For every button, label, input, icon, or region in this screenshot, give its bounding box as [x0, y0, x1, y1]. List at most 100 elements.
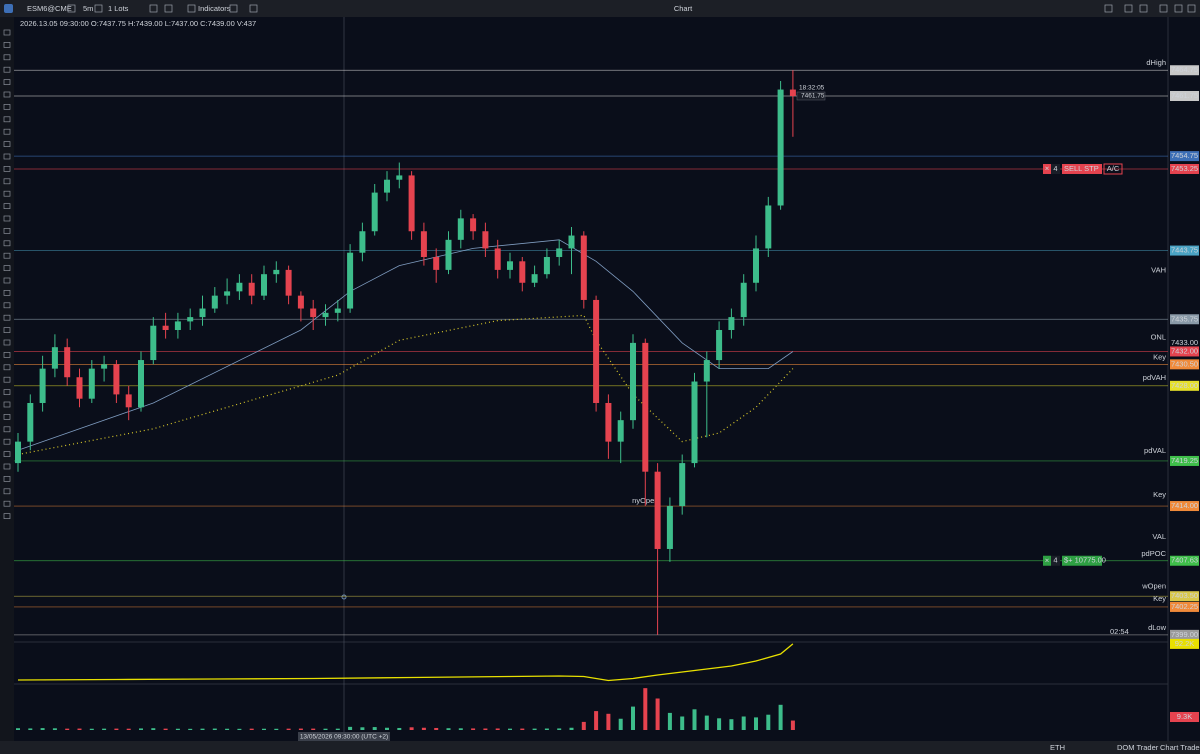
candle-body	[76, 377, 83, 399]
status-tab[interactable]: Chart Trader	[1160, 743, 1200, 752]
tool-icon[interactable]	[3, 500, 11, 507]
tool-icon[interactable]	[3, 513, 11, 519]
candle-body	[543, 257, 550, 275]
tool-icon[interactable]	[3, 265, 11, 271]
candle-body	[384, 179, 390, 193]
tool-icon[interactable]	[3, 91, 11, 98]
tool-icon[interactable]	[3, 190, 11, 197]
window-icon[interactable]	[1124, 4, 1133, 13]
volume-bar	[446, 728, 451, 730]
tool-icon[interactable]	[3, 339, 11, 346]
tool-icon[interactable]	[3, 401, 11, 408]
tool-icon[interactable]	[3, 66, 11, 73]
tool-icon[interactable]	[3, 463, 11, 470]
candle-body	[150, 325, 157, 361]
order-cancel[interactable]	[1043, 555, 1051, 566]
tool-icon[interactable]	[3, 252, 11, 259]
toolbar-icon[interactable]	[67, 4, 76, 13]
volume-bar	[421, 727, 426, 730]
volume-bar	[16, 728, 20, 730]
candle-body	[457, 218, 464, 240]
tool-icon[interactable]	[3, 153, 11, 160]
window-icon[interactable]	[1174, 4, 1183, 13]
toolbar-icon[interactable]	[149, 4, 158, 13]
window-icon[interactable]	[1104, 4, 1113, 13]
toolbar-icon[interactable]	[94, 4, 103, 13]
session-selector[interactable]: ETH	[1050, 743, 1065, 752]
quantity[interactable]: 1 Lots	[108, 4, 129, 13]
toolbar-icon[interactable]	[249, 4, 258, 13]
tool-icon[interactable]	[3, 438, 11, 445]
order-cancel[interactable]	[1043, 163, 1051, 174]
tool-icon[interactable]	[3, 104, 11, 110]
tool-icon[interactable]	[3, 141, 11, 147]
price-label-bg	[1170, 591, 1199, 602]
tool-icon[interactable]	[3, 277, 11, 284]
tool-icon[interactable]	[3, 178, 11, 185]
tool-icon[interactable]	[3, 302, 11, 309]
volume-bar	[286, 728, 291, 730]
price-label: 7432.00	[1171, 346, 1198, 355]
volume-bar	[409, 727, 414, 730]
volume-bar	[667, 712, 672, 730]
candle-body	[420, 231, 427, 258]
tool-icon[interactable]	[3, 290, 11, 296]
level-annotation: VAL	[1152, 532, 1166, 541]
tool-icon[interactable]	[3, 29, 11, 36]
tool-icon[interactable]	[3, 327, 11, 333]
price-label: 7430.50	[1171, 359, 1198, 368]
tool-icon[interactable]	[3, 389, 11, 395]
app-icon[interactable]	[4, 4, 13, 13]
level-annotation: wOpen	[1141, 582, 1166, 591]
tool-icon[interactable]	[3, 79, 11, 85]
tool-strip	[0, 17, 14, 741]
ohlc-header: 2026.13.05 09:30:00 O:7437.75 H:7439.00 …	[20, 19, 256, 28]
tool-icon[interactable]	[3, 414, 11, 420]
tool-icon[interactable]	[3, 352, 11, 358]
candle-body	[39, 368, 46, 403]
tool-icon[interactable]	[3, 54, 11, 61]
window-title: Chart	[674, 4, 693, 13]
tool-icon[interactable]	[3, 376, 11, 383]
tool-icon[interactable]	[3, 203, 11, 209]
price-label: 7443.75	[1171, 246, 1198, 255]
window-icon[interactable]	[1159, 4, 1168, 13]
toolbar-icon[interactable]	[164, 4, 173, 13]
order-tag-bg[interactable]	[1103, 163, 1123, 175]
timeframe[interactable]: 5m	[83, 4, 93, 13]
toolbar-icon[interactable]	[187, 4, 196, 13]
volume-bar	[766, 714, 771, 730]
tool-icon[interactable]	[3, 476, 11, 482]
indicators-button[interactable]: Indicators	[198, 4, 231, 13]
volume-bar	[335, 728, 340, 730]
tool-icon[interactable]	[3, 166, 11, 172]
tool-icon[interactable]	[3, 314, 11, 321]
bar-timer: 02:54	[1110, 627, 1129, 636]
order-label-bg[interactable]	[1062, 163, 1102, 174]
tool-icon[interactable]	[3, 240, 11, 247]
volume-bar	[175, 728, 180, 730]
symbol[interactable]: ESM6@CME	[27, 4, 72, 13]
window-icon[interactable]	[1139, 4, 1148, 13]
tool-icon[interactable]	[3, 42, 11, 48]
tool-icon[interactable]	[3, 488, 11, 495]
window-icon[interactable]	[1187, 4, 1196, 13]
candle-body	[580, 235, 587, 300]
tool-icon[interactable]	[3, 426, 11, 433]
volume-bar	[360, 727, 365, 730]
candle-body	[162, 325, 169, 330]
candle-body	[408, 175, 415, 232]
tool-icon[interactable]	[3, 215, 11, 222]
tool-icon[interactable]	[3, 451, 11, 457]
order-qty-bg	[1051, 163, 1060, 174]
tool-icon[interactable]	[3, 364, 11, 371]
tool-icon[interactable]	[3, 228, 11, 234]
status-tab[interactable]: DOM Trader	[1117, 743, 1159, 752]
tool-icon[interactable]	[3, 128, 11, 135]
level-annotation: dHigh	[1146, 58, 1166, 67]
candle-body	[125, 394, 132, 408]
toolbar-icon[interactable]	[229, 4, 238, 13]
volume-bar	[471, 728, 476, 730]
tool-icon[interactable]	[3, 116, 11, 123]
order-label-bg[interactable]	[1062, 555, 1102, 566]
